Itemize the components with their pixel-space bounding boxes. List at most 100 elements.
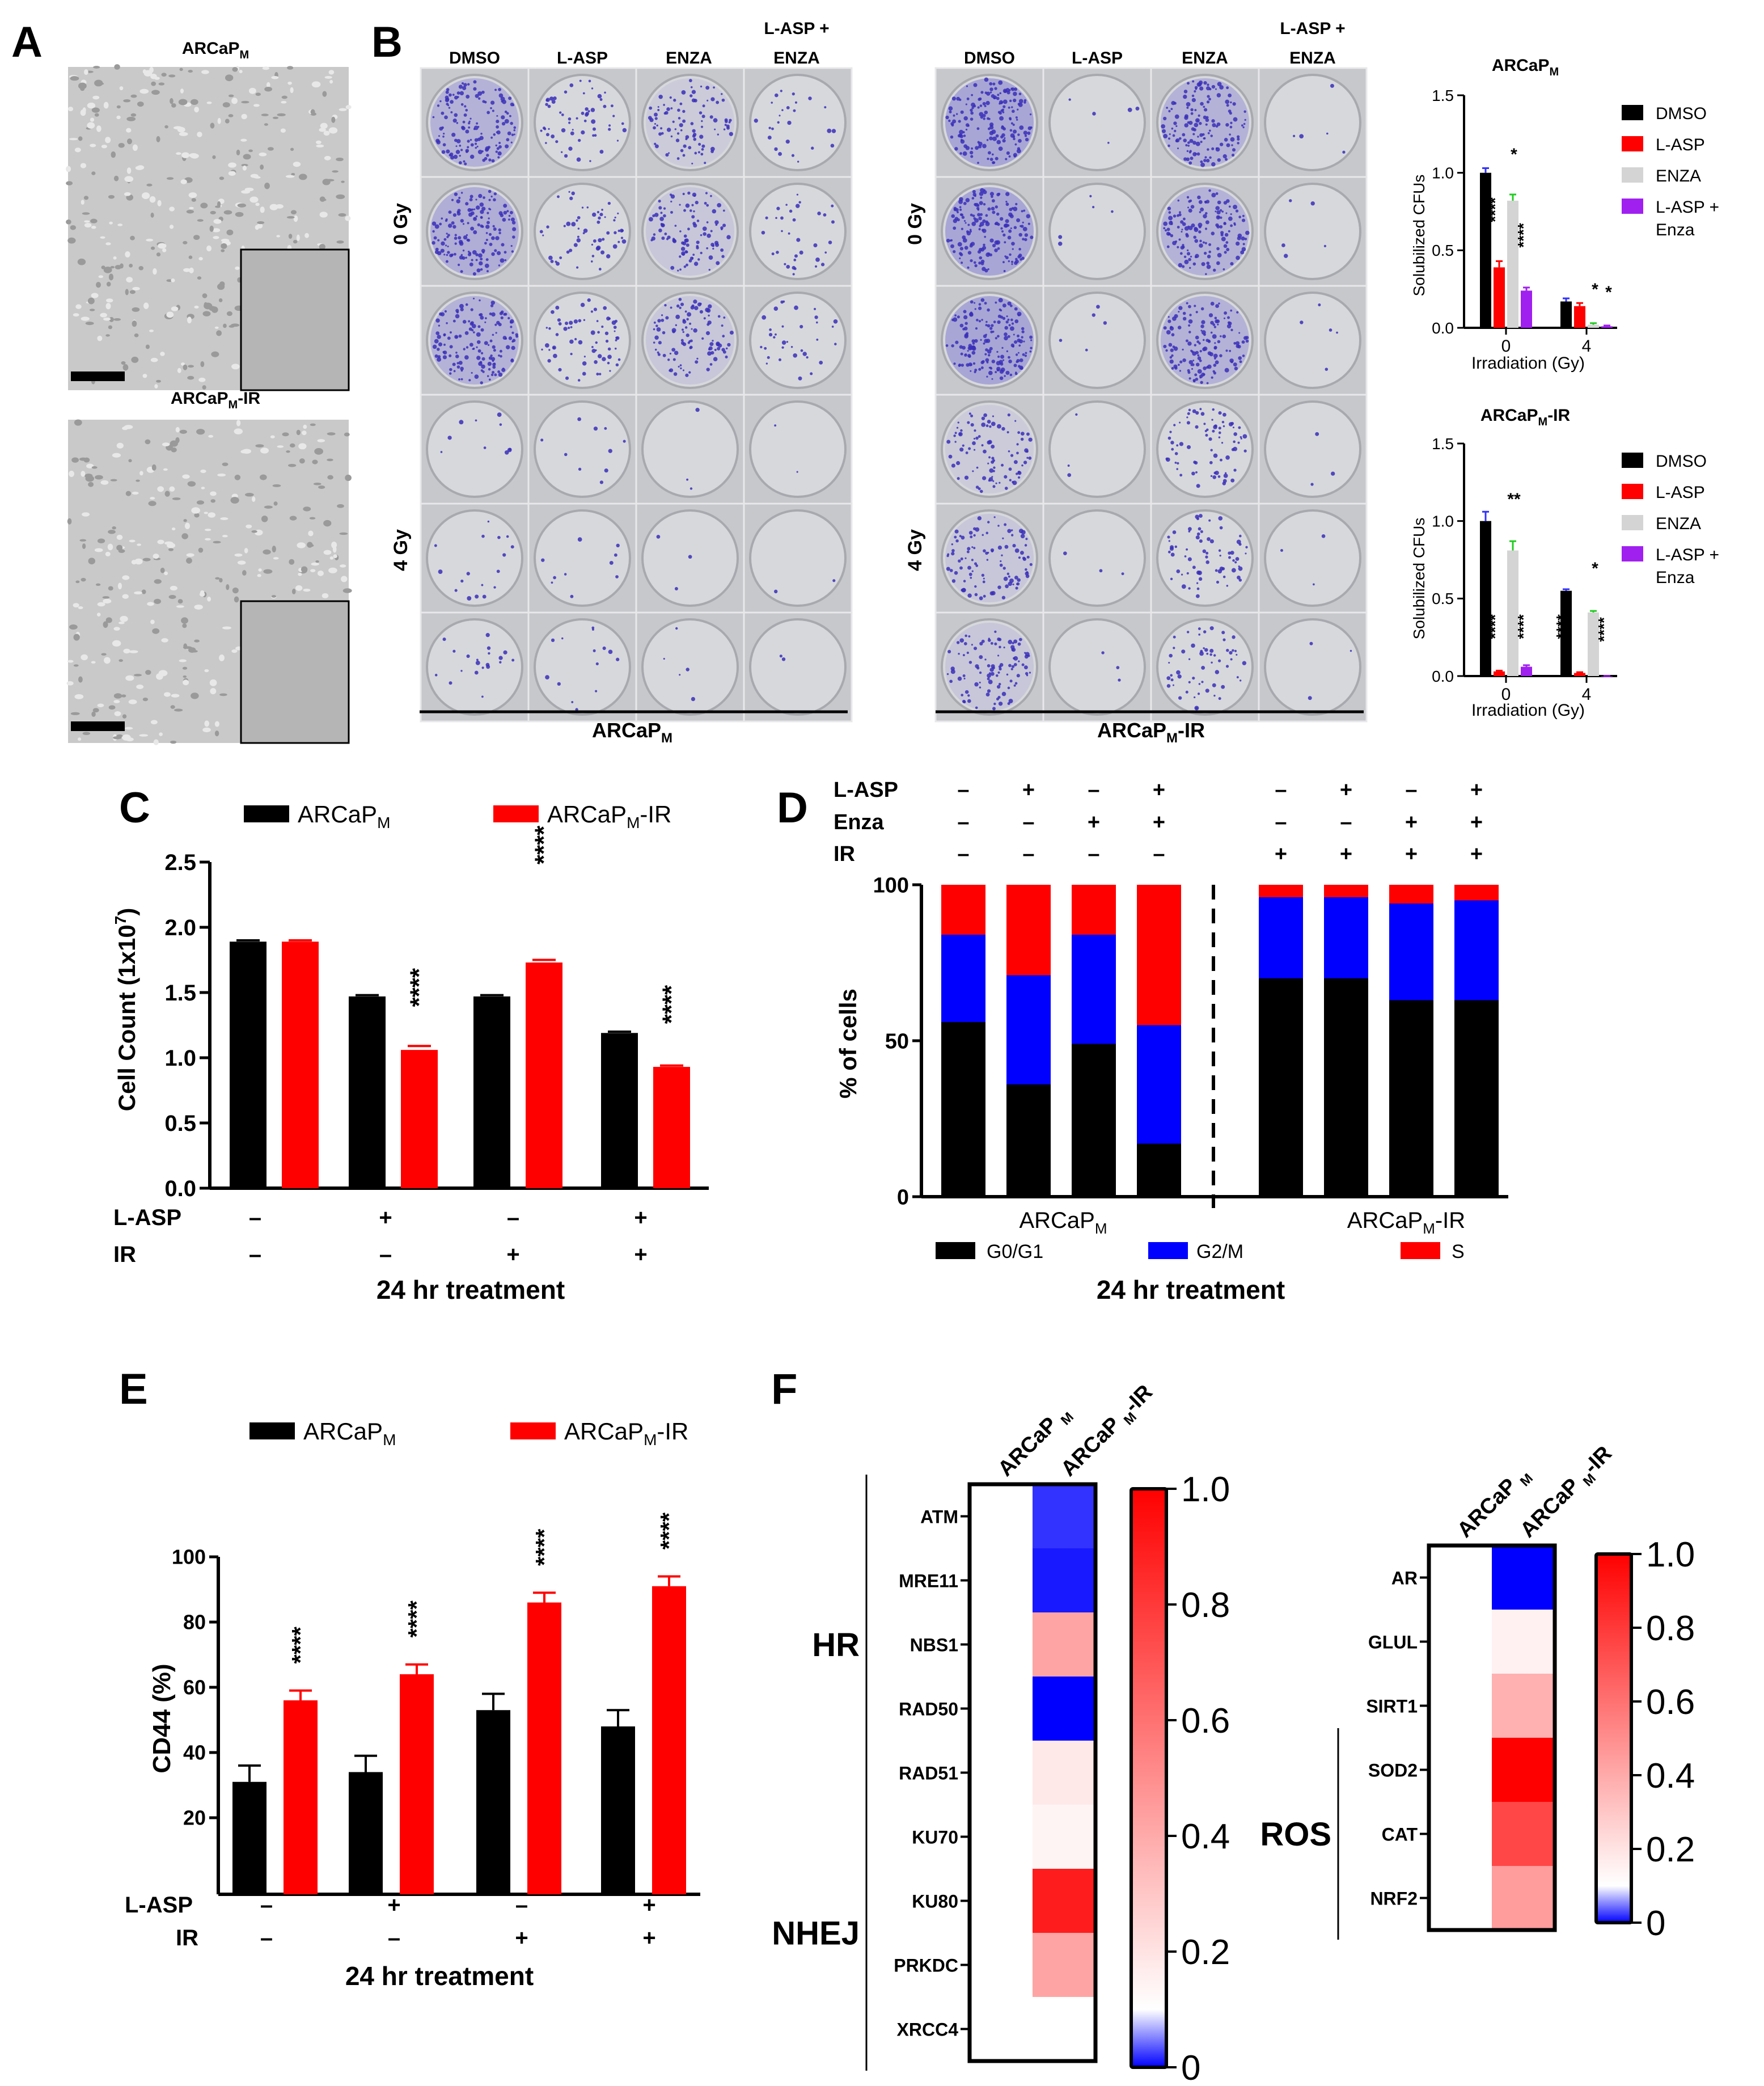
colony xyxy=(546,225,549,229)
colony xyxy=(1232,649,1234,652)
colony xyxy=(1186,249,1189,252)
colony xyxy=(997,585,1001,589)
cell-speck xyxy=(206,101,212,104)
heat-cell-cat-arcapmir xyxy=(1492,1802,1555,1866)
colony xyxy=(483,446,487,449)
cell-speck xyxy=(271,75,279,79)
colony xyxy=(996,424,1001,429)
colony xyxy=(480,133,483,135)
colony xyxy=(685,203,690,208)
colony xyxy=(1245,230,1250,235)
colony xyxy=(1212,123,1216,128)
colony xyxy=(1186,421,1191,425)
colony xyxy=(1242,661,1247,665)
colony xyxy=(1161,124,1165,129)
colony xyxy=(1210,134,1213,137)
colony xyxy=(679,364,682,366)
colony xyxy=(1012,345,1014,348)
colony xyxy=(1175,125,1178,128)
condition-label-ir: IR xyxy=(834,842,855,866)
colony xyxy=(1009,253,1012,256)
colony xyxy=(1013,98,1017,103)
colony xyxy=(498,228,501,232)
colony xyxy=(961,216,965,219)
colony xyxy=(1195,411,1199,415)
colony xyxy=(1223,244,1228,248)
colony xyxy=(726,126,730,130)
colony xyxy=(653,328,655,331)
colony xyxy=(1217,158,1221,162)
colony xyxy=(1226,199,1230,203)
bar-d-s-5 xyxy=(1324,885,1368,897)
cell-speck xyxy=(272,116,279,119)
colony xyxy=(547,359,551,363)
bar-d-g2m-5 xyxy=(1324,897,1368,978)
colony xyxy=(458,196,461,200)
sig-e-1: **** xyxy=(403,1600,430,1637)
colony xyxy=(442,143,446,147)
colony xyxy=(983,413,987,417)
colony xyxy=(1205,273,1207,275)
colony xyxy=(1002,139,1006,143)
colony xyxy=(551,638,555,643)
colony xyxy=(1008,467,1012,471)
cell-speck xyxy=(287,66,294,70)
colony xyxy=(445,260,449,263)
colony xyxy=(473,217,477,221)
colony xyxy=(979,641,983,646)
cell-speck xyxy=(286,216,295,219)
colony xyxy=(568,326,570,330)
colony xyxy=(587,298,591,302)
colony xyxy=(959,566,963,570)
colony xyxy=(648,217,653,222)
y-tick-label: 100 xyxy=(873,873,909,897)
colony xyxy=(1199,211,1202,213)
colony xyxy=(676,132,680,135)
bar-e-arcapm-3 xyxy=(601,1726,635,1894)
colony xyxy=(1199,239,1202,243)
colony xyxy=(992,415,995,417)
colony xyxy=(583,119,587,123)
colony xyxy=(1242,126,1245,129)
colony xyxy=(617,212,619,214)
colony xyxy=(1178,263,1183,268)
heat-cell-nbs1-arcapm xyxy=(970,1612,1033,1677)
colony xyxy=(577,379,581,382)
condition-value: + xyxy=(1153,810,1165,834)
panel-label-e: E xyxy=(119,1365,148,1413)
colony xyxy=(991,590,996,596)
colony xyxy=(699,111,703,115)
colony xyxy=(561,113,564,116)
colony xyxy=(654,117,658,120)
colony xyxy=(463,348,466,351)
colony xyxy=(1014,307,1018,311)
cell-speck xyxy=(156,136,160,142)
colony xyxy=(1167,137,1171,140)
cell-speck xyxy=(170,585,177,591)
colony xyxy=(696,246,699,250)
colony xyxy=(1231,144,1233,146)
colony xyxy=(988,370,993,375)
cell-speck xyxy=(194,513,200,518)
colony xyxy=(481,364,485,369)
colony xyxy=(768,333,773,337)
colony xyxy=(989,87,993,91)
colony xyxy=(649,117,654,123)
colony xyxy=(1237,137,1240,141)
bar-e-arcapmir-0 xyxy=(284,1700,318,1894)
colony xyxy=(577,216,581,219)
colony xyxy=(663,657,665,660)
colony xyxy=(1241,247,1246,252)
colony xyxy=(962,444,965,447)
heat-cell-ar-arcapm xyxy=(1429,1546,1492,1610)
colony xyxy=(971,559,974,561)
colony xyxy=(980,91,984,94)
colony xyxy=(436,140,441,145)
colony xyxy=(1228,551,1231,555)
cell-speck xyxy=(91,226,96,229)
well xyxy=(1048,292,1146,389)
colony xyxy=(1197,571,1202,576)
cell-speck xyxy=(87,122,95,129)
colony xyxy=(582,92,585,95)
